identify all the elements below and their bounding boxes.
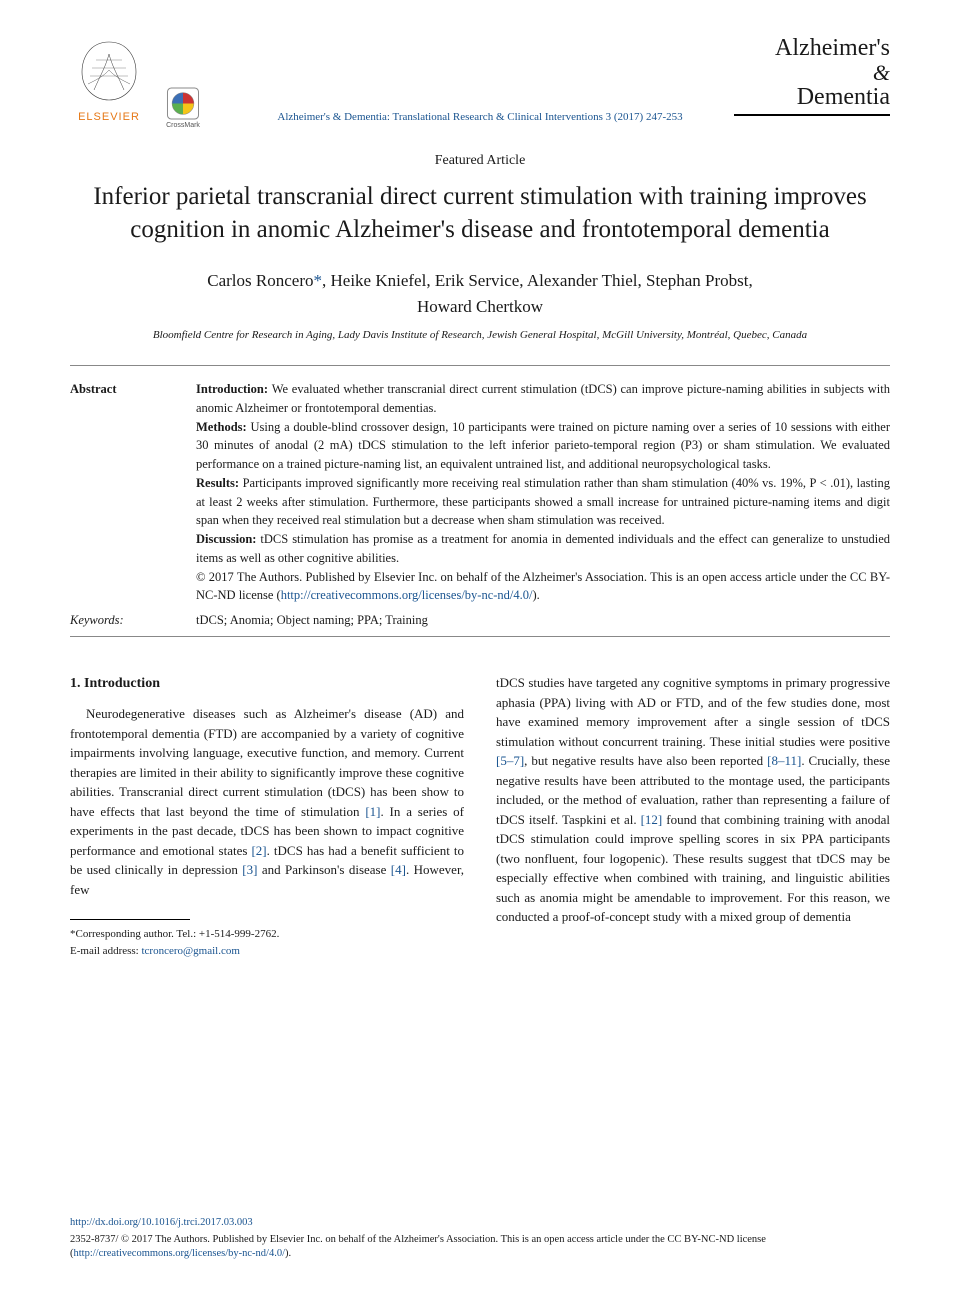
affiliation: Bloomfield Centre for Research in Aging,… xyxy=(70,329,890,341)
abstract-methods-label: Methods: xyxy=(196,420,250,434)
author-list: Carlos Roncero*, Heike Kniefel, Erik Ser… xyxy=(70,268,890,319)
abstract-methods-text: Using a double-blind crossover design, 1… xyxy=(196,420,890,472)
abstract-copyright-end: ). xyxy=(533,588,540,602)
citation-link[interactable]: [5–7] xyxy=(496,753,524,768)
journal-logo-line1: Alzheimer's xyxy=(734,36,890,61)
author-names-rest: , Heike Kniefel, Erik Service, Alexander… xyxy=(322,271,753,290)
column-left: 1. Introduction Neurodegenerative diseas… xyxy=(70,673,464,959)
footnote-divider xyxy=(70,919,190,920)
email-link[interactable]: tcroncero@gmail.com xyxy=(141,945,239,957)
abstract-results-text: Participants improved significantly more… xyxy=(196,476,890,528)
abstract-discussion-label: Discussion: xyxy=(196,532,260,546)
keywords-label: Keywords: xyxy=(70,613,166,628)
abstract-block: Abstract Introduction: We evaluated whet… xyxy=(70,380,890,605)
author-name-line2: Howard Chertkow xyxy=(417,297,543,316)
citation-link[interactable]: [3] xyxy=(242,862,257,877)
elsevier-logo: ELSEVIER xyxy=(70,36,148,129)
issn-copyright-end: ). xyxy=(285,1248,291,1259)
citation-link[interactable]: [8–11] xyxy=(767,753,801,768)
abstract-body: Introduction: We evaluated whether trans… xyxy=(196,380,890,605)
divider xyxy=(70,365,890,366)
citation-link[interactable]: [4] xyxy=(391,862,406,877)
column-right: tDCS studies have targeted any cognitive… xyxy=(496,673,890,959)
crossmark-badge[interactable]: CrossMark xyxy=(166,87,200,129)
citation-link[interactable]: [12] xyxy=(641,812,663,827)
license-link[interactable]: http://creativecommons.org/licenses/by-n… xyxy=(281,588,533,602)
citation-link[interactable]: [2] xyxy=(251,843,266,858)
keywords-text: tDCS; Anomia; Object naming; PPA; Traini… xyxy=(196,613,428,628)
journal-logo: Alzheimer's & Dementia xyxy=(734,36,890,116)
footer-license-link[interactable]: http://creativecommons.org/licenses/by-n… xyxy=(74,1248,286,1259)
abstract-results-label: Results: xyxy=(196,476,243,490)
header-left-group: ELSEVIER CrossMark xyxy=(70,36,200,129)
page-footer: http://dx.doi.org/10.1016/j.trci.2017.03… xyxy=(70,1216,890,1262)
author-name: Carlos Roncero xyxy=(207,271,313,290)
journal-logo-amp: & xyxy=(873,60,890,85)
body-paragraph: tDCS studies have targeted any cognitive… xyxy=(496,673,890,927)
corresponding-author-footnote: *Corresponding author. Tel.: +1-514-999-… xyxy=(70,926,464,943)
journal-logo-line2: Dementia xyxy=(734,85,890,110)
divider xyxy=(70,636,890,637)
abstract-intro-text: We evaluated whether transcranial direct… xyxy=(196,382,890,415)
corresponding-author-link[interactable]: * xyxy=(314,271,323,290)
doi-link[interactable]: http://dx.doi.org/10.1016/j.trci.2017.03… xyxy=(70,1216,890,1231)
abstract-intro-label: Introduction: xyxy=(196,382,272,396)
body-columns: 1. Introduction Neurodegenerative diseas… xyxy=(70,673,890,959)
crossmark-label: CrossMark xyxy=(166,122,200,129)
abstract-discussion-text: tDCS stimulation has promise as a treatm… xyxy=(196,532,890,565)
keywords-row: Keywords: tDCS; Anomia; Object naming; P… xyxy=(70,613,890,628)
footnotes: *Corresponding author. Tel.: +1-514-999-… xyxy=(70,926,464,959)
abstract-label: Abstract xyxy=(70,380,166,605)
journal-reference-link[interactable]: Alzheimer's & Dementia: Translational Re… xyxy=(277,111,682,123)
section-heading-introduction: 1. Introduction xyxy=(70,673,464,694)
citation-link[interactable]: [1] xyxy=(365,804,380,819)
article-title: Inferior parietal transcranial direct cu… xyxy=(90,181,870,246)
svg-text:ELSEVIER: ELSEVIER xyxy=(78,111,140,123)
body-paragraph: Neurodegenerative diseases such as Alzhe… xyxy=(70,704,464,899)
article-type: Featured Article xyxy=(70,153,890,169)
email-label: E-mail address: xyxy=(70,945,141,957)
